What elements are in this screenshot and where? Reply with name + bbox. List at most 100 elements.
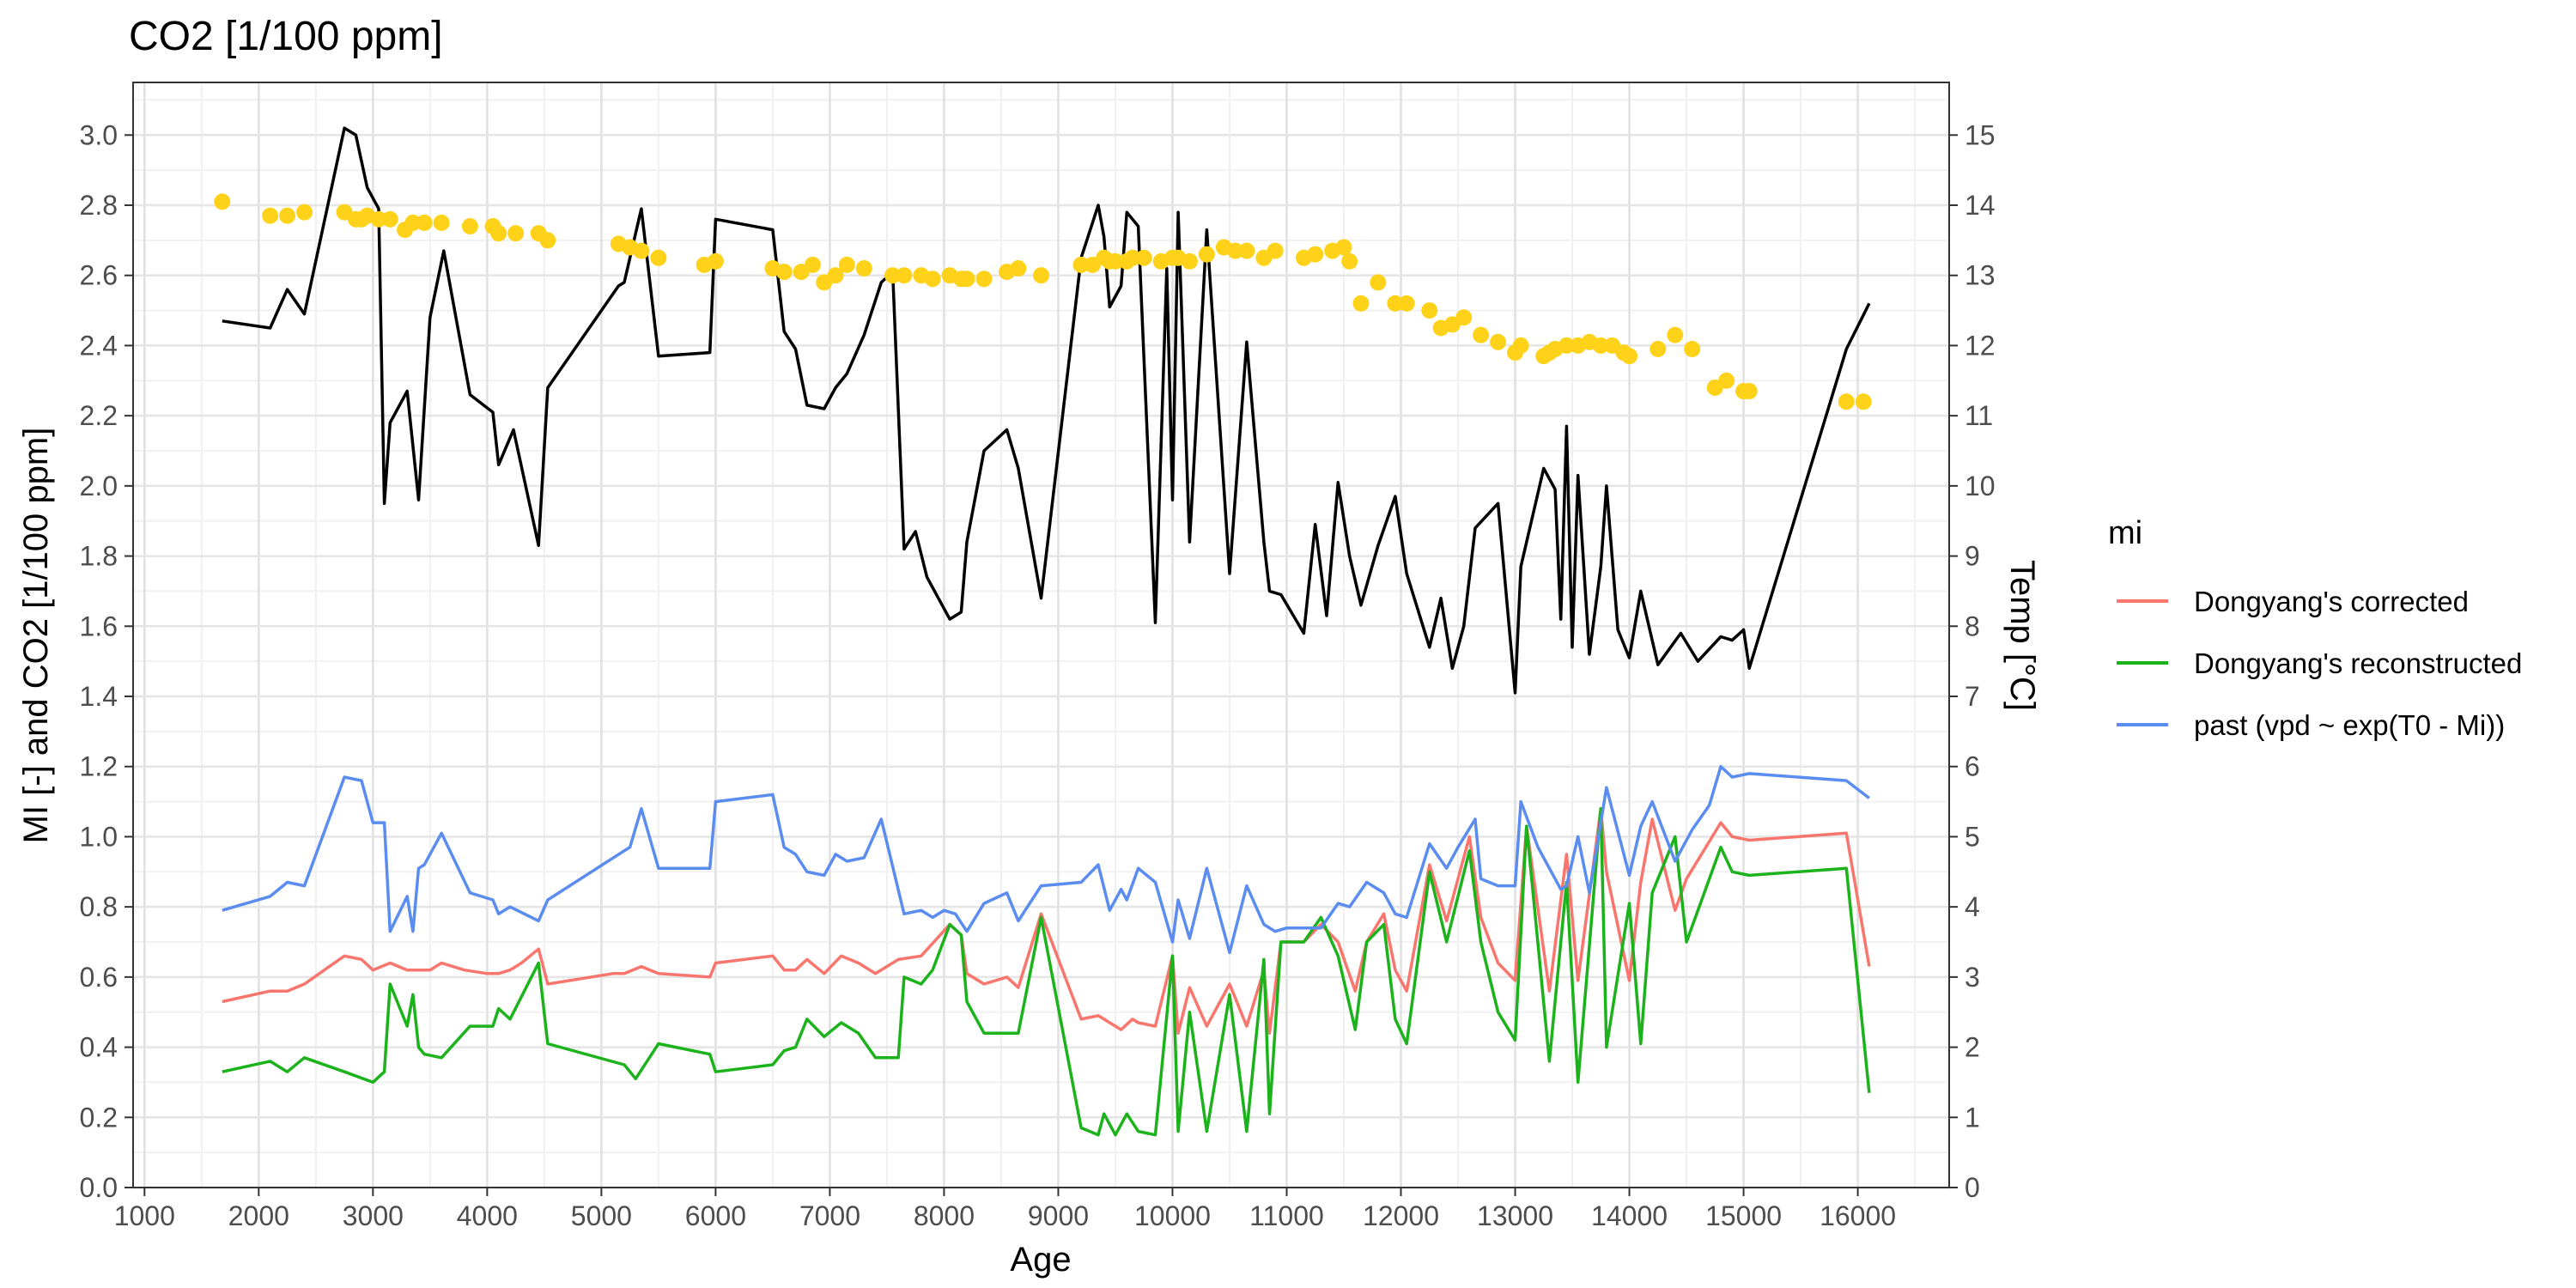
co2-point <box>370 210 387 228</box>
y2-tick-label: 0 <box>1965 1172 1980 1203</box>
y2-tick-label: 1 <box>1965 1102 1980 1133</box>
co2-point <box>827 267 844 284</box>
y2-tick-label: 2 <box>1965 1032 1980 1063</box>
co2-point <box>1838 393 1855 410</box>
y-tick-label: 0.0 <box>80 1172 118 1203</box>
co2-point <box>1198 246 1215 263</box>
y2-tick-label: 8 <box>1965 611 1980 641</box>
co2-point <box>1718 372 1735 389</box>
x-tick-label: 14000 <box>1591 1200 1668 1231</box>
x-tick-label: 7000 <box>799 1200 860 1231</box>
y-tick-label: 1.0 <box>80 821 118 852</box>
co2-point <box>404 214 422 231</box>
co2-point <box>1307 246 1324 263</box>
co2-point <box>775 264 793 281</box>
co2-point <box>1473 326 1490 343</box>
y2-tick-label: 7 <box>1965 681 1980 712</box>
co2-point <box>896 267 913 284</box>
y-tick-label: 1.6 <box>80 611 118 641</box>
y2-tick-label: 5 <box>1965 821 1980 852</box>
x-tick-label: 6000 <box>685 1200 746 1231</box>
legend-label-reconstructed: Dongyang's reconstructed <box>2194 647 2522 679</box>
co2-point <box>381 210 398 228</box>
y-tick-label: 1.4 <box>80 681 118 712</box>
x-tick-label: 12000 <box>1363 1200 1439 1231</box>
co2-point <box>1238 242 1255 259</box>
co2-point <box>633 242 650 259</box>
y2-tick-label: 4 <box>1965 891 1980 922</box>
co2-point <box>214 193 231 210</box>
co2-point <box>924 270 941 288</box>
y-tick-label: 0.4 <box>80 1032 118 1063</box>
co2-point <box>855 260 872 277</box>
co2-point <box>279 207 296 224</box>
co2-point <box>262 207 279 224</box>
y-tick-label: 1.2 <box>80 751 118 782</box>
x-axis: 1000 2000 3000 4000 5000 6000 7000 8000 9000 1000… <box>114 1188 1896 1231</box>
co2-point <box>461 218 478 235</box>
y2-tick-label: 11 <box>1965 400 1993 431</box>
co2-point <box>1227 242 1244 259</box>
co2-point <box>1033 267 1049 284</box>
y2-tick-label: 6 <box>1965 751 1980 782</box>
co2-point <box>1370 274 1387 291</box>
legend-title: mi <box>2108 515 2142 551</box>
co2-point <box>296 204 313 221</box>
y-tick-label: 2.4 <box>80 330 118 361</box>
co2-point <box>1592 337 1609 354</box>
co2-point <box>507 225 525 242</box>
series-line-temp <box>222 126 1871 695</box>
y2-tick-label: 12 <box>1965 330 1996 361</box>
plot-border <box>132 82 1950 1188</box>
x-tick-label: 13000 <box>1477 1200 1553 1231</box>
co2-point <box>490 225 507 242</box>
x-tick-label: 8000 <box>914 1200 975 1231</box>
co2-point <box>958 270 975 288</box>
co2-point <box>1335 239 1352 256</box>
x-tick-label: 15000 <box>1705 1200 1782 1231</box>
y2-tick-label: 9 <box>1965 541 1980 572</box>
y-tick-label: 3.0 <box>80 119 118 150</box>
y-tick-label: 0.6 <box>80 962 118 993</box>
y-tick-label: 2.8 <box>80 190 118 221</box>
co2-point <box>650 249 667 266</box>
y-tick-label: 1.8 <box>80 541 118 572</box>
co2-point <box>433 214 450 231</box>
co2-point <box>1352 295 1370 312</box>
y-axis-title: MI [-] and CO2 [1/100 ppm] <box>17 428 55 844</box>
co2-point <box>1398 295 1415 312</box>
y2-tick-label: 10 <box>1965 471 1996 501</box>
co2-point <box>1621 348 1638 365</box>
co2-point <box>838 256 855 273</box>
x-tick-label: 5000 <box>571 1200 632 1231</box>
co2-point <box>1667 326 1684 343</box>
co2-point <box>1512 337 1529 354</box>
co2-point <box>1855 393 1872 410</box>
legend-label-past: past (vpd ~ exp(T0 - Mi)) <box>2194 709 2505 741</box>
y-tick-label: 2.0 <box>80 471 118 501</box>
x-tick-label: 1000 <box>114 1200 175 1231</box>
plot-panel <box>133 82 1949 1188</box>
co2-point <box>804 256 821 273</box>
co2-point <box>1107 252 1124 270</box>
series-line-past <box>222 764 1870 955</box>
co2-point <box>1649 341 1667 358</box>
co2-point <box>1010 260 1027 277</box>
co2-point <box>1421 302 1438 319</box>
x-tick-label: 9000 <box>1028 1200 1089 1231</box>
legend: mi Dongyang's corrected Dongyang's recon… <box>2108 515 2522 741</box>
x-tick-label: 11000 <box>1249 1200 1324 1231</box>
x-tick-label: 16000 <box>1820 1200 1896 1231</box>
y2-tick-label: 14 <box>1965 190 1996 221</box>
co2-point <box>416 214 433 231</box>
co2-point <box>1490 333 1507 350</box>
co2-point <box>707 252 724 270</box>
co2-point <box>1558 337 1575 354</box>
co2-point <box>1135 249 1152 266</box>
y-tick-label: 0.2 <box>80 1102 118 1133</box>
x-axis-title: Age <box>1010 1241 1071 1279</box>
co2-point <box>1124 249 1141 266</box>
co2-point <box>539 232 556 249</box>
